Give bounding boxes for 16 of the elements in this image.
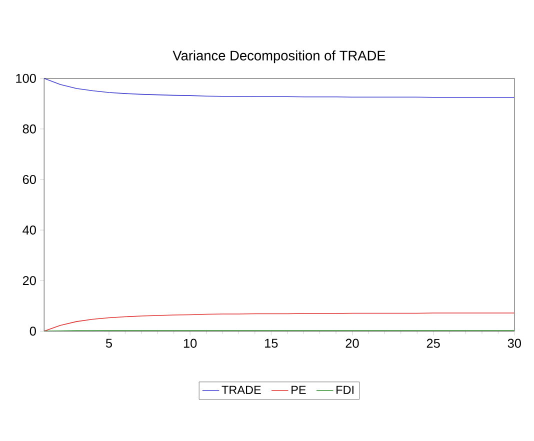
x-tick-label: 5 [106,338,112,348]
x-tick-label: 15 [265,338,278,348]
y-tick-label: 0 [30,326,36,336]
legend-label: PE [292,386,306,394]
y-tick-label: 80 [22,124,36,134]
x-tick-label: 30 [508,338,521,348]
y-tick-label: 40 [22,226,36,235]
y-tick-label: 60 [22,175,36,184]
legend-label: TRADE [222,386,261,394]
y-tick-label: 20 [22,276,36,286]
x-tick-label: 20 [346,338,359,348]
legend-label: FDI [336,386,354,394]
x-tick-label: 25 [426,338,440,348]
y-tick-label: 100 [16,74,36,83]
x-tick-label: 10 [184,338,197,348]
chart-title: Variance Decomposition of TRADE [172,50,386,64]
